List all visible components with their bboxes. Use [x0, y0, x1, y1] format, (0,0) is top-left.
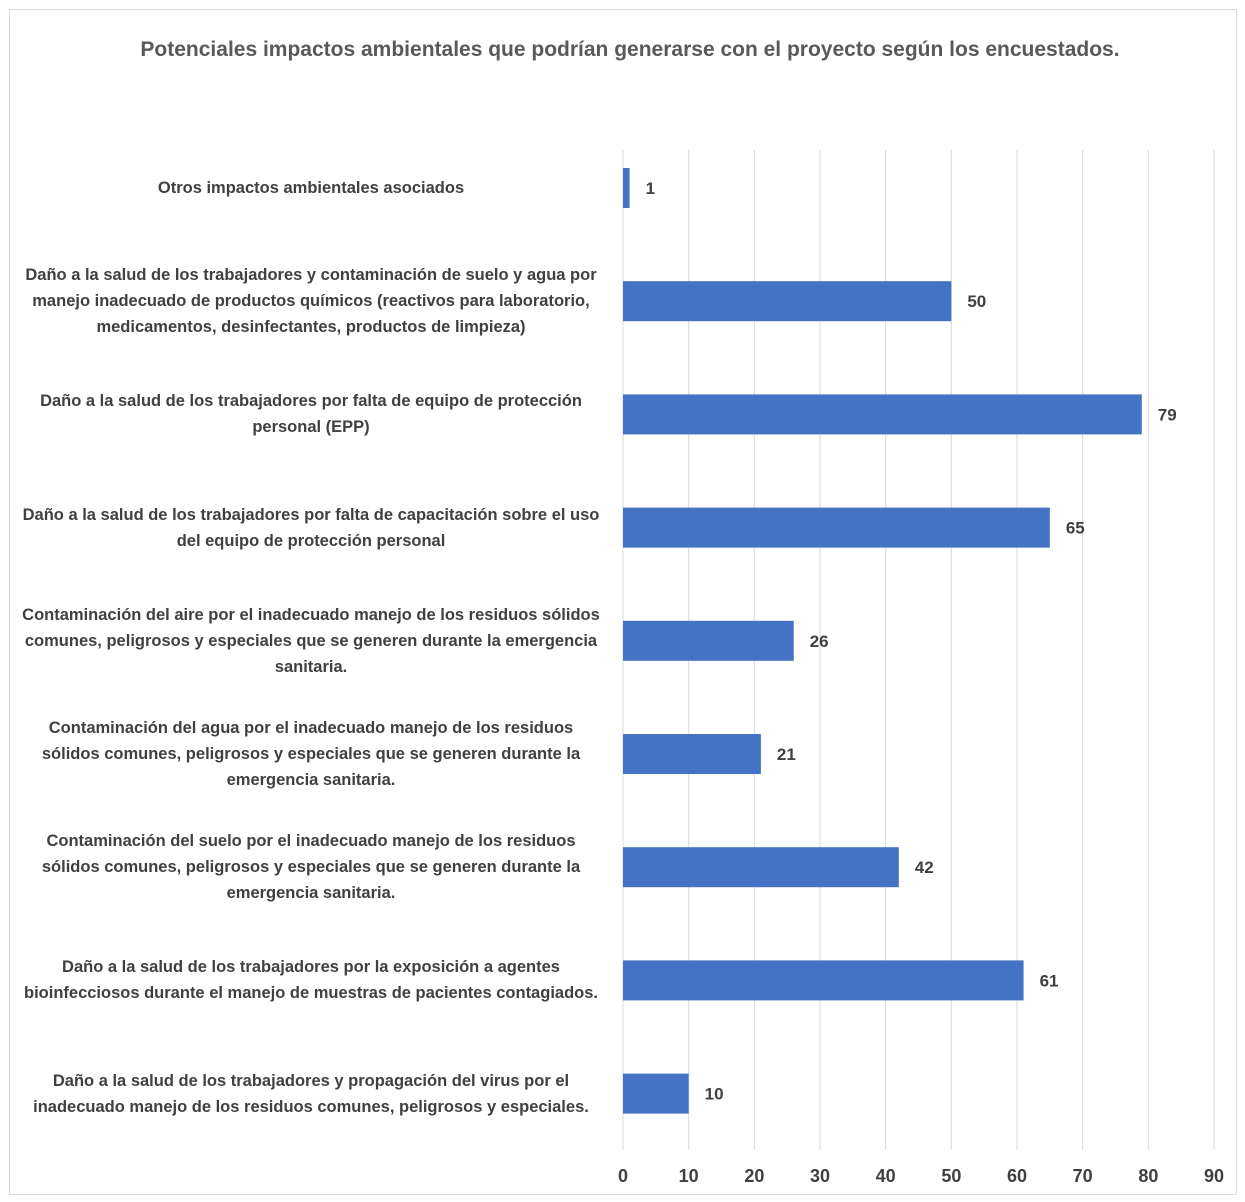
x-tick-label: 90: [1204, 1166, 1224, 1186]
category-label: Contaminación del aire por el inadecuado…: [22, 605, 600, 676]
x-tick-label: 60: [1007, 1166, 1027, 1186]
x-tick-label: 20: [744, 1166, 764, 1186]
data-label: 50: [967, 292, 986, 311]
category-label: Daño a la salud de los trabajadores y pr…: [33, 1071, 589, 1116]
category-label: Daño a la salud de los trabajadores y co…: [25, 266, 597, 337]
bar: [623, 1073, 689, 1114]
x-tick-label: 30: [810, 1166, 830, 1186]
category-label: Daño a la salud de los trabajadores por …: [24, 958, 598, 1003]
category-label: Daño a la salud de los trabajadores por …: [22, 505, 600, 550]
data-label: 61: [1040, 971, 1059, 990]
x-tick-label: 40: [876, 1166, 896, 1186]
category-label: Contaminación del suelo por el inadecuad…: [41, 832, 581, 903]
bar: [623, 734, 761, 774]
x-tick-label: 70: [1073, 1166, 1093, 1186]
category-label: Daño a la salud de los trabajadores por …: [40, 392, 582, 437]
data-label: 21: [777, 745, 796, 764]
bar: [623, 847, 899, 888]
chart-title: Potenciales impactos ambientales que pod…: [140, 38, 1120, 61]
category-label: Otros impactos ambientales asociados: [157, 179, 465, 197]
bar: [623, 960, 1024, 1001]
bar: [623, 394, 1142, 435]
x-tick-label: 10: [679, 1166, 699, 1186]
bar: [623, 168, 630, 208]
data-label: 79: [1158, 405, 1177, 424]
data-label: 65: [1066, 519, 1085, 538]
category-label: Contaminación del agua por el inadecuado…: [41, 719, 581, 789]
data-label: 26: [810, 632, 829, 651]
x-tick-label: 50: [941, 1166, 961, 1186]
x-tick-label: 0: [618, 1166, 628, 1186]
data-label: 1: [646, 179, 655, 198]
data-label: 42: [915, 858, 934, 877]
data-label: 10: [705, 1085, 724, 1104]
bar: [623, 620, 794, 661]
bar: [623, 507, 1050, 548]
bar: [623, 281, 952, 322]
x-tick-label: 80: [1138, 1166, 1158, 1186]
